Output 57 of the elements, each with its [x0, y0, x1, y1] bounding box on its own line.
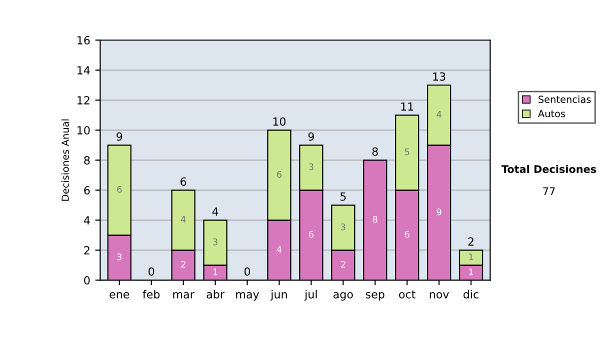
data-label: 1 [213, 268, 218, 276]
y-tick-label: 4 [84, 216, 90, 224]
x-tick-label: jul [304, 290, 317, 301]
total-label: 10 [273, 117, 286, 126]
x-tick-label: sep [366, 292, 384, 301]
total-label: 11 [401, 102, 414, 111]
text: 77 [543, 187, 555, 195]
x-tick-label: mar [173, 292, 194, 298]
x-tick-label: dic [464, 290, 478, 298]
data-label: 4 [276, 246, 282, 253]
total-label: 0 [244, 267, 250, 276]
x-tick-label: jun [270, 290, 287, 301]
y-tick-label: 8 [84, 156, 90, 165]
y-axis-title: Decisiones Anual [61, 119, 69, 201]
data-label: 2 [340, 260, 346, 268]
x-tick-label: oct [399, 290, 416, 298]
x-tick-label: nov [430, 292, 449, 298]
total-label: 0 [148, 267, 154, 276]
total-label: 2 [468, 237, 474, 246]
total-label: 9 [116, 132, 122, 141]
data-label: 3 [117, 253, 122, 260]
total-label: 9 [308, 132, 314, 141]
data-label: 5 [404, 148, 410, 156]
y-tick-label: 2 [84, 246, 90, 254]
y-tick-label: 0 [84, 276, 90, 285]
total-label: 6 [180, 177, 186, 186]
total-label: 4 [212, 207, 218, 216]
data-label: 1 [469, 268, 474, 276]
data-label: 8 [372, 216, 378, 223]
total-label: 8 [372, 147, 378, 156]
data-label: 3 [309, 163, 314, 170]
y-tick-label: 16 [78, 36, 90, 44]
x-tick-label: abr [206, 290, 224, 298]
data-label: 2 [181, 260, 186, 268]
data-label: 6 [117, 186, 122, 193]
legend-label: Sentencias [538, 95, 591, 104]
data-label: 6 [276, 170, 282, 178]
data-label: 4 [436, 111, 442, 118]
x-tick-label: feb [142, 290, 160, 298]
data-label: 6 [308, 230, 314, 238]
legend-label: Autos [538, 110, 566, 118]
total-label: 13 [433, 72, 446, 81]
data-label: 4 [180, 216, 186, 223]
total-label: 5 [340, 192, 346, 201]
data-label: 9 [436, 208, 442, 216]
x-tick-label: ago [333, 292, 353, 301]
y-tick-label: 6 [84, 186, 90, 195]
data-label: 3 [340, 223, 346, 230]
x-tick-label: ene [110, 292, 130, 298]
data-label: 6 [404, 230, 410, 238]
data-label: 3 [213, 238, 218, 246]
y-tick-label: 12 [78, 96, 90, 104]
y-tick-label: 10 [78, 126, 90, 135]
text: Total Decisiones [501, 164, 596, 174]
data-label: 1 [469, 254, 474, 260]
y-tick-label: 14 [78, 66, 90, 74]
x-tick-label: may [236, 292, 260, 301]
